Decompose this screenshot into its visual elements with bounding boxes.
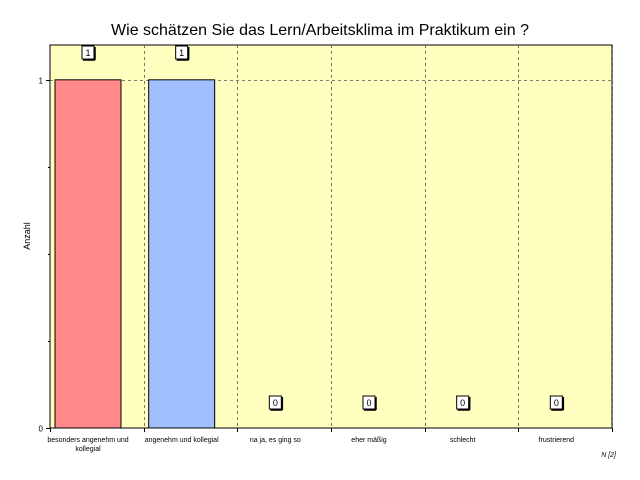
y-tick-label: 0 — [39, 425, 44, 434]
data-label: 0 — [460, 398, 465, 408]
bar — [54, 79, 122, 429]
data-label: 1 — [85, 48, 90, 58]
data-label-box — [175, 45, 189, 60]
data-label: 1 — [179, 48, 184, 58]
x-tick-label: na ja, es ging so — [250, 437, 301, 444]
bars — [54, 79, 216, 429]
data-labels: 1 1 0 0 0 0 — [81, 45, 565, 411]
grid-lines — [50, 45, 613, 428]
bar — [148, 79, 216, 429]
data-label: 0 — [554, 398, 559, 408]
x-tick-label: schlecht — [450, 437, 476, 444]
data-label: 0 — [273, 398, 278, 408]
data-label: 0 — [366, 398, 371, 408]
data-label-box — [81, 45, 95, 60]
data-label-box — [362, 395, 376, 410]
x-tick-label: eher mäßig — [351, 437, 387, 444]
y-tick-label: 1 — [39, 77, 44, 86]
x-tick-label: angenehm und kollegial — [145, 437, 219, 444]
data-label-box — [456, 395, 470, 410]
y-axis-label: Anzahl — [22, 222, 32, 250]
data-label-box — [549, 395, 563, 410]
axes: 01 — [39, 77, 613, 434]
category-labels: besonders angenehm und kollegial angenehm … — [47, 437, 574, 453]
x-tick-label: frustrierend — [539, 437, 575, 444]
chart-title: Wie schätzen Sie das Lern/Arbeitsklima i… — [111, 22, 529, 39]
sample-size-note: N [2] — [601, 452, 617, 459]
data-label-box — [268, 395, 282, 410]
plot-area — [49, 44, 613, 429]
x-tick-label: besonders angenehm und kollegial — [47, 437, 128, 453]
